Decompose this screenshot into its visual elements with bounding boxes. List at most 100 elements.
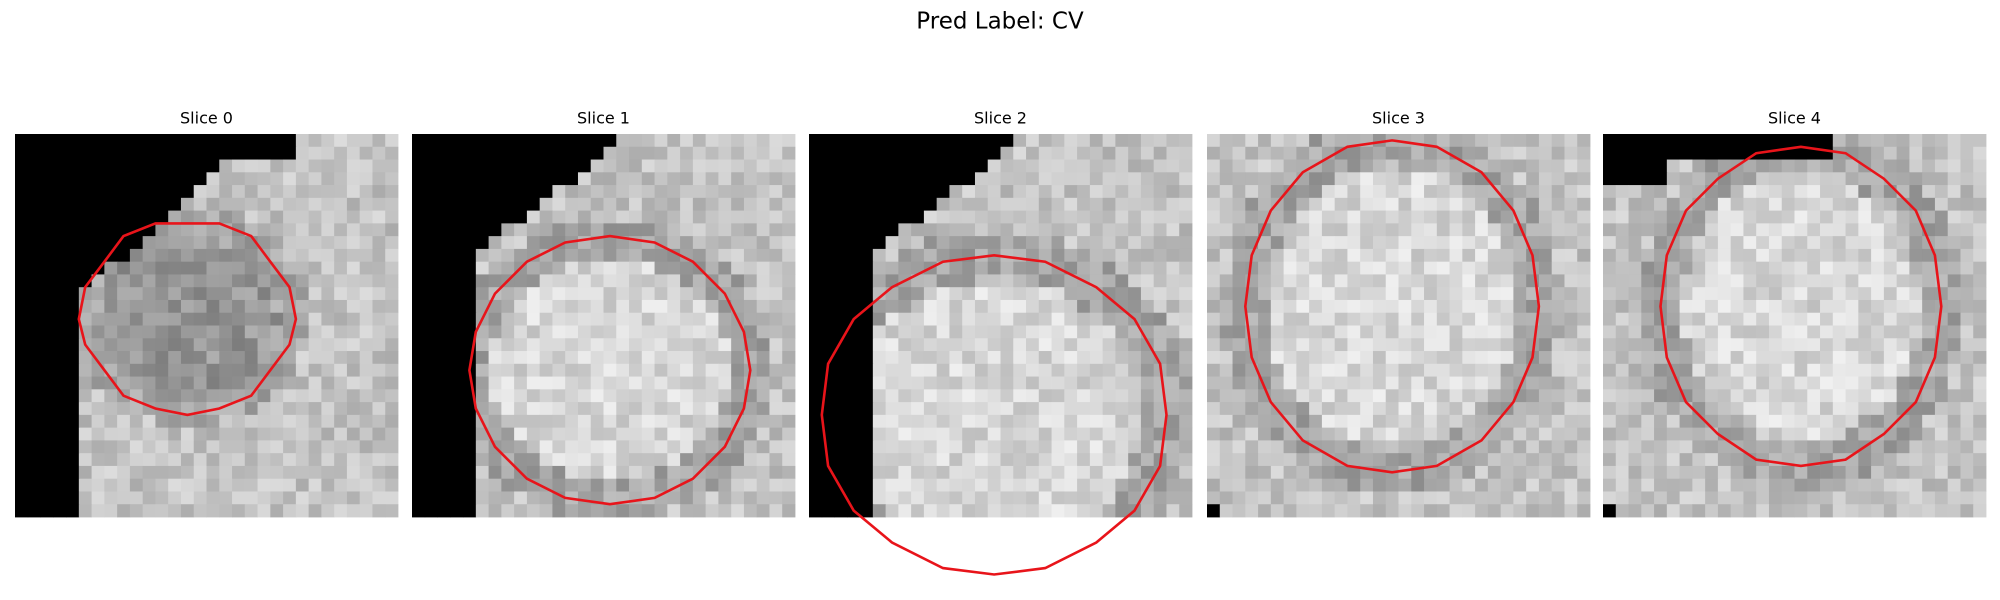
- image-pixel: [667, 376, 681, 390]
- image-pixel: [1179, 376, 1193, 390]
- image-pixel: [1128, 274, 1142, 288]
- image-pixel: [155, 478, 169, 492]
- image-pixel: [743, 312, 758, 326]
- image-pixel: [860, 223, 874, 237]
- image-pixel: [308, 491, 322, 505]
- image-pixel: [1705, 210, 1719, 224]
- image-pixel: [1283, 261, 1297, 275]
- image-pixel: [219, 172, 233, 186]
- image-pixel: [1385, 491, 1399, 505]
- image-pixel: [1089, 504, 1104, 518]
- image-pixel: [898, 261, 912, 275]
- image-pixel: [782, 325, 796, 339]
- image-pixel: [1615, 146, 1629, 160]
- image-pixel: [53, 338, 67, 352]
- image-pixel: [987, 453, 1001, 467]
- image-pixel: [1270, 478, 1284, 492]
- image-pixel: [743, 299, 758, 314]
- image-pixel: [923, 159, 938, 173]
- image-pixel: [1347, 185, 1361, 199]
- image-pixel: [1628, 440, 1642, 454]
- image-pixel: [1347, 248, 1361, 263]
- image-pixel: [1064, 389, 1078, 403]
- image-pixel: [1654, 402, 1668, 416]
- image-pixel: [1000, 223, 1014, 237]
- image-pixel: [295, 172, 310, 186]
- image-pixel: [193, 299, 207, 314]
- image-pixel: [731, 491, 745, 505]
- image-pixel: [501, 402, 515, 416]
- image-pixel: [885, 427, 899, 441]
- image-pixel: [488, 299, 502, 314]
- image-pixel: [1615, 402, 1629, 416]
- image-pixel: [232, 491, 246, 505]
- image-pixel: [1692, 248, 1706, 263]
- image-pixel: [847, 134, 861, 148]
- image-pixel: [641, 427, 655, 441]
- image-pixel: [1820, 197, 1834, 211]
- image-pixel: [1347, 312, 1361, 326]
- image-pixel: [936, 248, 950, 263]
- image-pixel: [629, 465, 643, 480]
- image-pixel: [270, 351, 284, 365]
- image-pixel: [987, 376, 1001, 390]
- image-pixel: [142, 453, 156, 467]
- image-pixel: [987, 159, 1001, 173]
- image-pixel: [603, 453, 617, 467]
- image-pixel: [1500, 299, 1514, 314]
- image-pixel: [1334, 185, 1348, 199]
- image-pixel: [1258, 351, 1272, 365]
- image-pixel: [1449, 363, 1463, 377]
- image-pixel: [1768, 299, 1783, 314]
- image-pixel: [1026, 159, 1040, 173]
- image-pixel: [1013, 453, 1027, 467]
- image-pixel: [539, 491, 553, 505]
- image-pixel: [821, 351, 835, 365]
- image-pixel: [1807, 325, 1821, 339]
- image-pixel: [1615, 465, 1629, 480]
- image-pixel: [15, 389, 29, 403]
- image-pixel: [1654, 287, 1668, 301]
- image-pixel: [1140, 453, 1155, 467]
- image-pixel: [987, 440, 1001, 454]
- image-pixel: [501, 172, 515, 186]
- image-pixel: [809, 197, 823, 211]
- image-pixel: [974, 261, 989, 275]
- image-pixel: [1219, 236, 1233, 250]
- image-pixel: [1973, 223, 1987, 237]
- image-pixel: [219, 414, 233, 429]
- image-pixel: [1038, 236, 1052, 250]
- image-pixel: [1615, 236, 1629, 250]
- image-pixel: [1705, 299, 1719, 314]
- image-pixel: [180, 402, 195, 416]
- image-pixel: [565, 134, 579, 148]
- image-pixel: [756, 261, 770, 275]
- image-pixel: [1166, 159, 1180, 173]
- image-pixel: [1140, 376, 1155, 390]
- image-pixel: [53, 427, 67, 441]
- image-pixel: [1309, 223, 1323, 237]
- image-pixel: [1347, 210, 1361, 224]
- image-pixel: [295, 465, 310, 480]
- image-pixel: [1232, 351, 1246, 365]
- image-pixel: [539, 210, 553, 224]
- image-pixel: [1973, 325, 1987, 339]
- image-pixel: [1603, 338, 1617, 352]
- image-pixel: [1858, 414, 1872, 429]
- image-pixel: [78, 402, 92, 416]
- image-pixel: [1922, 504, 1936, 518]
- image-pixel: [1245, 172, 1259, 186]
- image-pixel: [1245, 478, 1259, 492]
- image-pixel: [334, 363, 348, 377]
- image-pixel: [692, 134, 707, 148]
- image-pixel: [1794, 312, 1808, 326]
- image-pixel: [987, 325, 1001, 339]
- image-pixel: [1730, 236, 1744, 250]
- image-pixel: [1153, 299, 1167, 314]
- image-pixel: [769, 402, 783, 416]
- image-pixel: [885, 440, 899, 454]
- image-pixel: [1270, 338, 1284, 352]
- image-pixel: [1896, 504, 1910, 518]
- image-pixel: [475, 210, 489, 224]
- image-pixel: [78, 440, 92, 454]
